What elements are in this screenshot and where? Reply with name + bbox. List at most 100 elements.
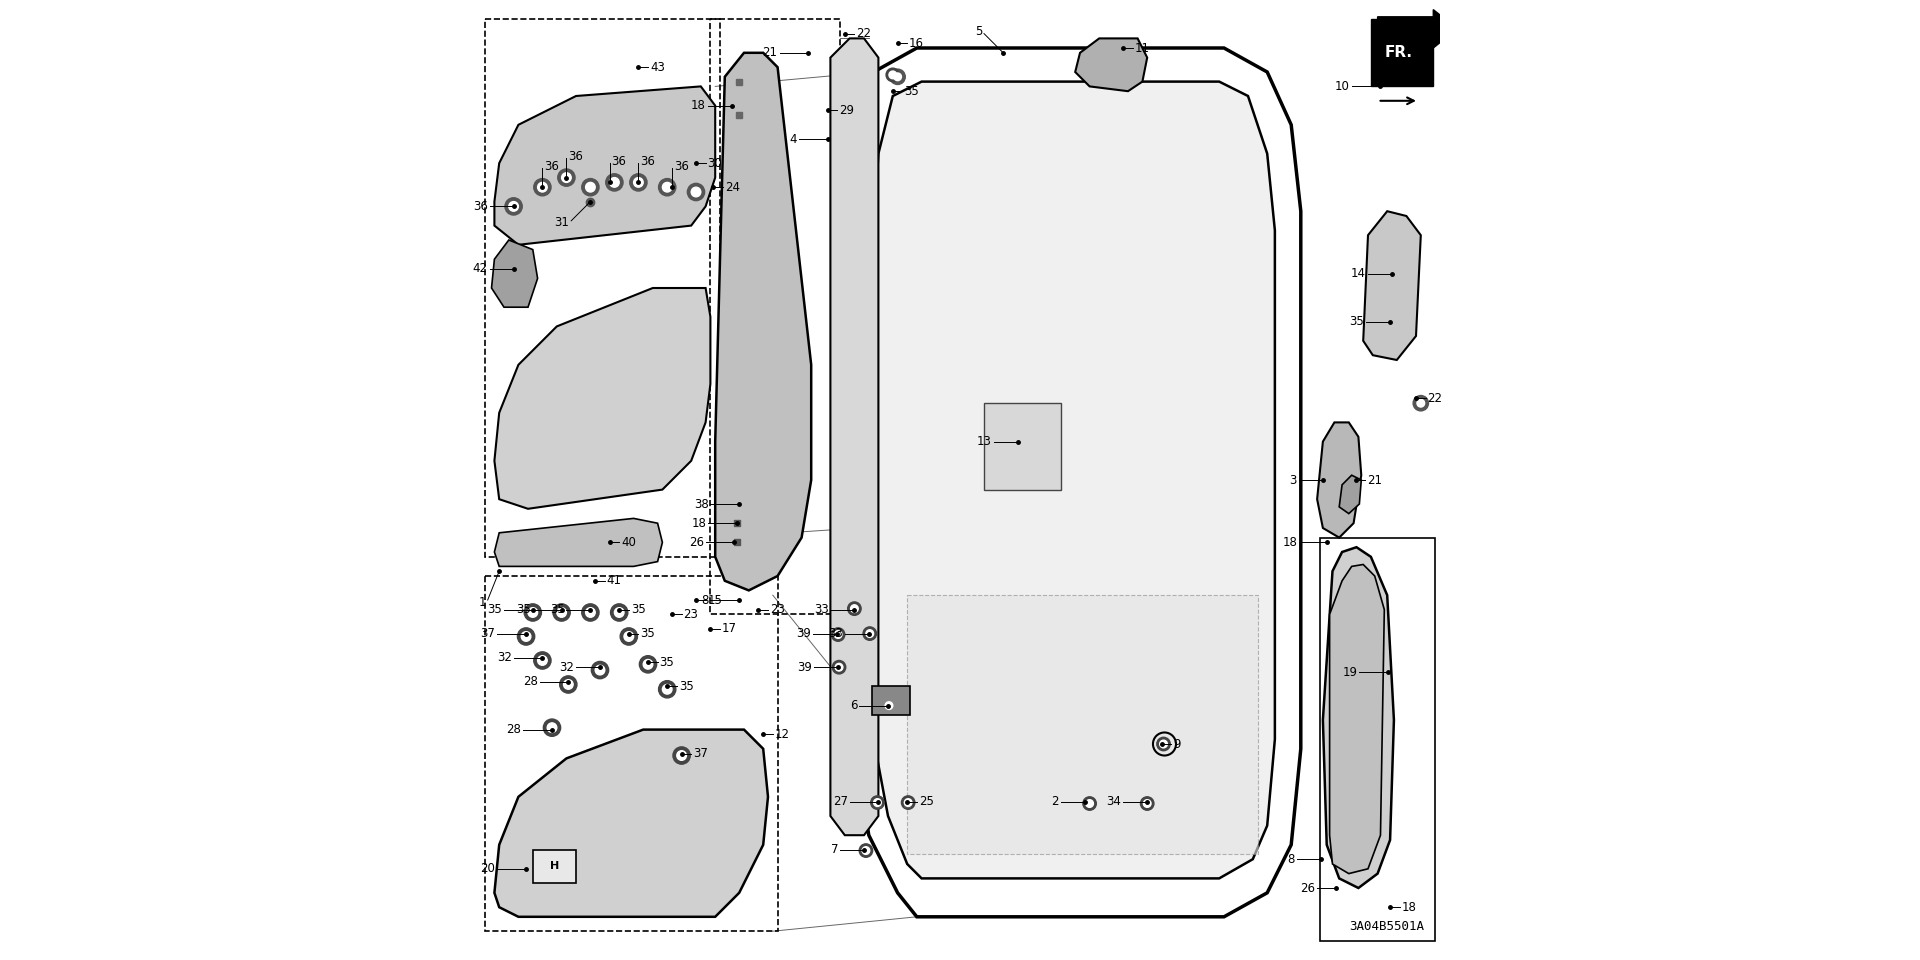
Text: 35: 35: [516, 603, 530, 616]
Circle shape: [849, 602, 862, 615]
Circle shape: [524, 604, 541, 621]
Polygon shape: [495, 86, 714, 245]
Text: 33: 33: [814, 603, 829, 616]
Circle shape: [624, 632, 634, 641]
Circle shape: [862, 847, 870, 854]
Circle shape: [662, 684, 672, 694]
Text: 17: 17: [722, 622, 737, 636]
Text: 18: 18: [1283, 536, 1298, 549]
Text: 9: 9: [1173, 737, 1181, 751]
Text: 10: 10: [1334, 80, 1350, 93]
Text: 8: 8: [1288, 852, 1294, 866]
Polygon shape: [908, 595, 1258, 854]
Text: 3: 3: [1290, 473, 1298, 487]
Text: 14: 14: [1352, 267, 1365, 280]
Text: 31: 31: [555, 216, 568, 229]
Circle shape: [534, 179, 551, 196]
Circle shape: [538, 656, 547, 665]
Circle shape: [547, 723, 557, 732]
Circle shape: [561, 676, 576, 693]
Text: 4: 4: [789, 132, 797, 146]
Circle shape: [643, 660, 653, 669]
Circle shape: [614, 608, 624, 617]
Text: 26: 26: [1300, 881, 1315, 895]
Text: 36: 36: [568, 150, 584, 163]
Polygon shape: [1317, 422, 1361, 538]
Text: 6: 6: [851, 699, 856, 712]
Text: H: H: [549, 861, 559, 872]
Text: 29: 29: [839, 104, 854, 117]
Circle shape: [1140, 797, 1154, 810]
Circle shape: [872, 796, 883, 809]
Circle shape: [620, 628, 637, 645]
Text: 35: 35: [641, 627, 655, 640]
Text: 26: 26: [689, 536, 705, 549]
Circle shape: [582, 604, 599, 621]
Polygon shape: [495, 288, 710, 509]
Circle shape: [893, 73, 902, 81]
Circle shape: [582, 179, 599, 196]
Text: 22: 22: [1427, 392, 1442, 405]
Text: 20: 20: [480, 862, 495, 876]
Circle shape: [883, 699, 895, 712]
Text: 12: 12: [776, 728, 789, 741]
FancyArrow shape: [1377, 10, 1457, 48]
Circle shape: [611, 178, 618, 187]
Text: 35: 35: [660, 656, 674, 669]
Circle shape: [833, 631, 841, 638]
Polygon shape: [829, 38, 877, 835]
Polygon shape: [1340, 475, 1361, 514]
Text: 23: 23: [770, 603, 785, 616]
Text: 15: 15: [707, 593, 722, 607]
Circle shape: [639, 656, 657, 673]
Circle shape: [611, 604, 628, 621]
Polygon shape: [1329, 564, 1384, 874]
Circle shape: [634, 178, 643, 187]
Circle shape: [509, 202, 518, 211]
Circle shape: [662, 182, 672, 192]
Polygon shape: [492, 240, 538, 307]
Bar: [484, 576, 778, 931]
Bar: [484, 19, 720, 557]
Circle shape: [557, 169, 576, 186]
Bar: [1321, 538, 1436, 941]
Circle shape: [1413, 396, 1428, 411]
Text: 36: 36: [674, 159, 689, 173]
Circle shape: [851, 605, 858, 612]
Circle shape: [902, 796, 916, 809]
Text: 18: 18: [1402, 900, 1417, 914]
Text: 36: 36: [641, 155, 655, 168]
Circle shape: [543, 719, 561, 736]
Circle shape: [831, 628, 845, 641]
Text: 35: 35: [630, 603, 645, 616]
Text: 35: 35: [1350, 315, 1363, 328]
Text: 7: 7: [831, 843, 837, 856]
Circle shape: [659, 179, 676, 196]
Text: 13: 13: [977, 435, 993, 448]
Polygon shape: [1363, 211, 1421, 360]
Text: 28: 28: [522, 675, 538, 688]
Circle shape: [659, 681, 676, 698]
Text: 27: 27: [833, 795, 849, 808]
Bar: [532, 850, 576, 883]
Polygon shape: [1323, 547, 1394, 888]
Text: 5: 5: [975, 25, 983, 38]
Polygon shape: [495, 518, 662, 566]
Text: 37: 37: [480, 627, 495, 640]
Text: 35: 35: [488, 603, 503, 616]
Circle shape: [1156, 737, 1171, 751]
Circle shape: [607, 174, 622, 191]
Circle shape: [528, 608, 538, 617]
Text: 32: 32: [497, 651, 511, 664]
Polygon shape: [874, 82, 1275, 878]
Circle shape: [891, 69, 906, 84]
Circle shape: [557, 608, 566, 617]
Text: 18: 18: [691, 99, 707, 112]
Text: 36: 36: [545, 159, 559, 173]
Circle shape: [1083, 797, 1096, 810]
Text: FR.: FR.: [1384, 45, 1413, 60]
Text: 22: 22: [856, 27, 872, 40]
Circle shape: [904, 799, 912, 806]
Text: 34: 34: [1106, 795, 1121, 808]
Circle shape: [591, 661, 609, 679]
